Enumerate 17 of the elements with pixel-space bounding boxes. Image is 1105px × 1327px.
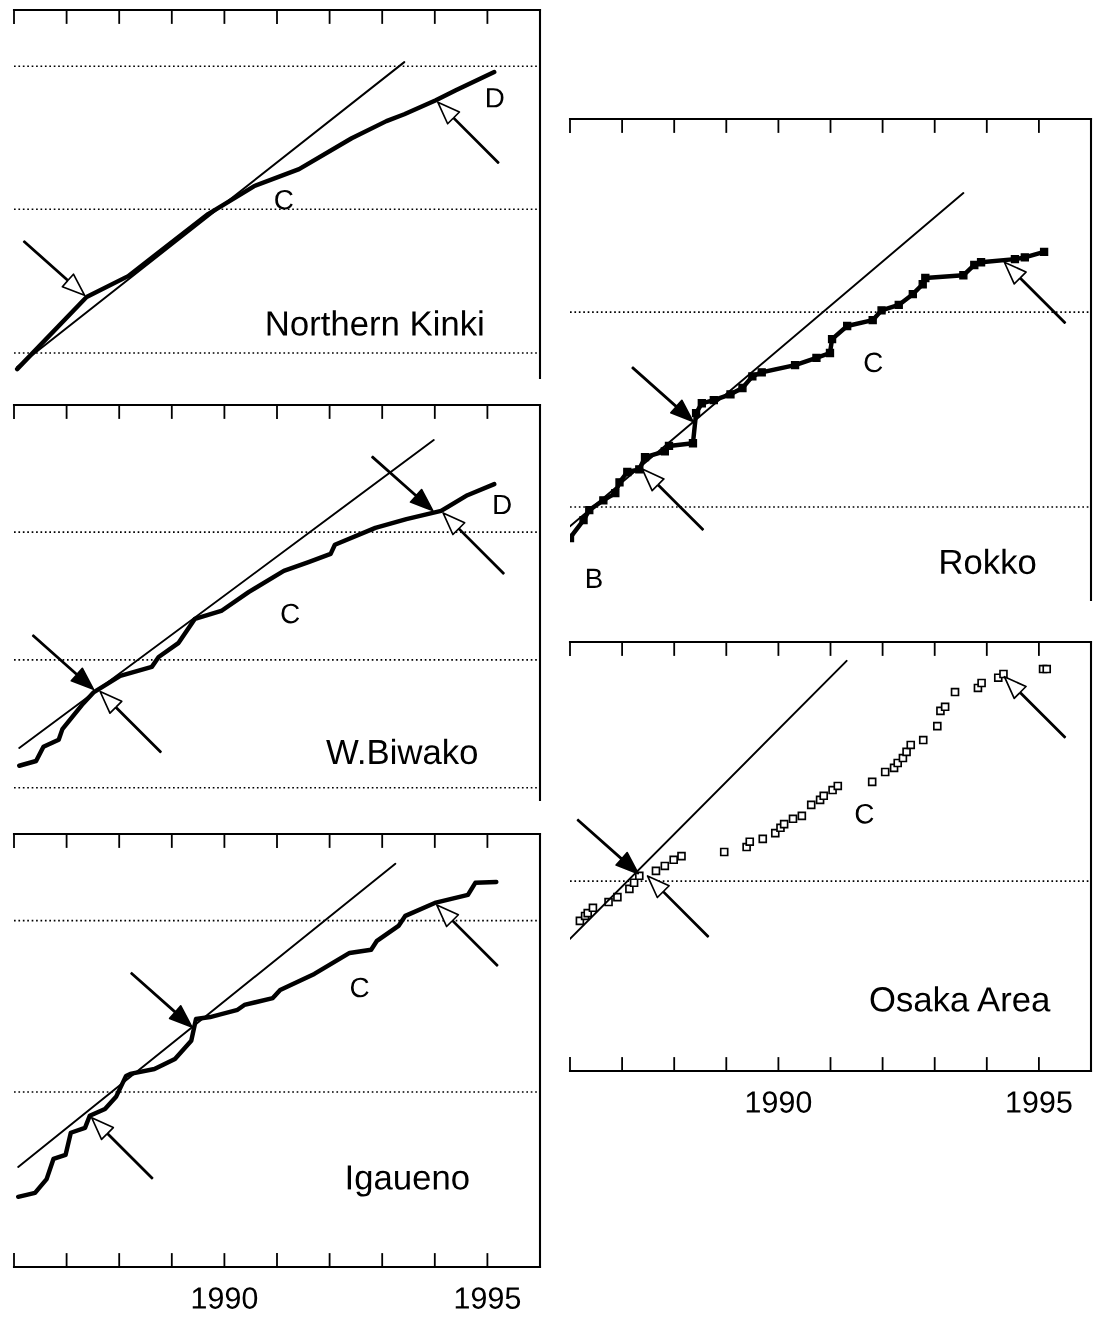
annotation: C xyxy=(864,352,883,373)
text: W.Biwako xyxy=(326,738,477,765)
annotation: C xyxy=(855,803,874,824)
annotation: C xyxy=(281,603,300,624)
annotation: B xyxy=(586,568,602,588)
text: Northern Kinki xyxy=(267,310,483,336)
annotation: D xyxy=(487,88,504,108)
text: Osaka Area xyxy=(870,986,1051,1012)
x-tick-label: 1995 xyxy=(455,1287,521,1309)
annotation: C xyxy=(350,977,369,998)
text: Rokko xyxy=(941,548,1036,575)
text: Igaueno xyxy=(347,1165,469,1197)
x-tick-label: 1990 xyxy=(746,1091,812,1113)
annotation: C xyxy=(275,189,293,210)
x-tick-label: 1995 xyxy=(1007,1091,1072,1113)
x-tick-label: 1990 xyxy=(192,1287,258,1309)
annotation: D xyxy=(494,494,511,515)
